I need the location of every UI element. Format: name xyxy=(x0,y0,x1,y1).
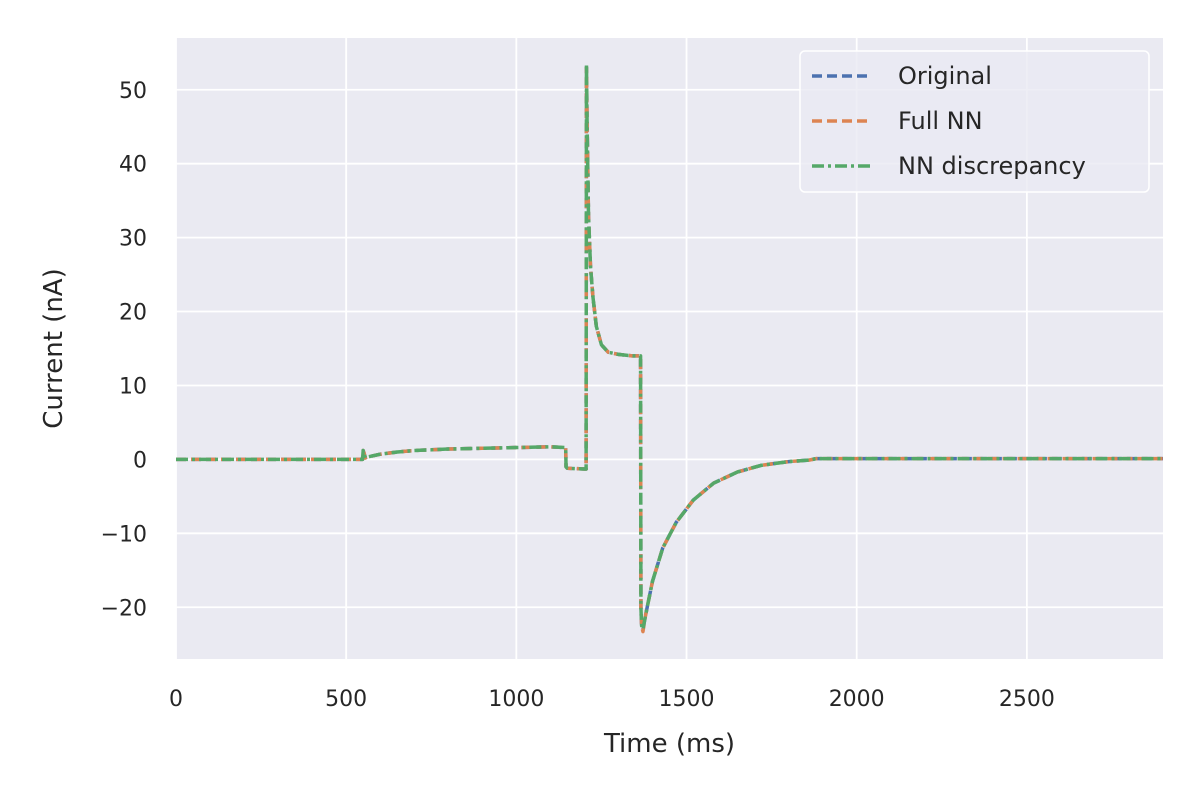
legend-label: Full NN xyxy=(898,107,983,135)
legend: Original Full NN NN discrepancy xyxy=(799,50,1150,193)
y-axis-ticks: −20 −10 0 10 20 30 40 50 xyxy=(101,79,147,622)
x-tick-label: 1500 xyxy=(659,687,715,712)
x-tick-label: 1000 xyxy=(488,687,544,712)
x-axis-ticks: 0 500 1000 1500 2000 2500 xyxy=(169,687,1055,712)
series-line-nn-discrepancy xyxy=(176,62,1163,632)
y-tick-label: 40 xyxy=(119,153,147,178)
y-tick-label: 30 xyxy=(119,227,147,252)
y-tick-label: 10 xyxy=(119,374,147,399)
x-tick-label: 2500 xyxy=(999,687,1055,712)
x-tick-label: 0 xyxy=(169,687,183,712)
x-tick-label: 500 xyxy=(325,687,367,712)
y-tick-label: 20 xyxy=(119,301,147,326)
series-layer xyxy=(176,62,1163,634)
y-tick-label: 0 xyxy=(133,448,147,473)
y-tick-label: −10 xyxy=(101,522,147,547)
x-tick-label: 2000 xyxy=(829,687,885,712)
x-axis-label: Time (ms) xyxy=(603,729,735,759)
y-tick-label: 50 xyxy=(119,79,147,104)
legend-frame xyxy=(799,50,1150,193)
legend-label: Original xyxy=(898,62,992,90)
y-axis-label: Current (nA) xyxy=(39,268,69,428)
legend-label: NN discrepancy xyxy=(898,152,1086,180)
y-tick-label: −20 xyxy=(101,596,147,621)
